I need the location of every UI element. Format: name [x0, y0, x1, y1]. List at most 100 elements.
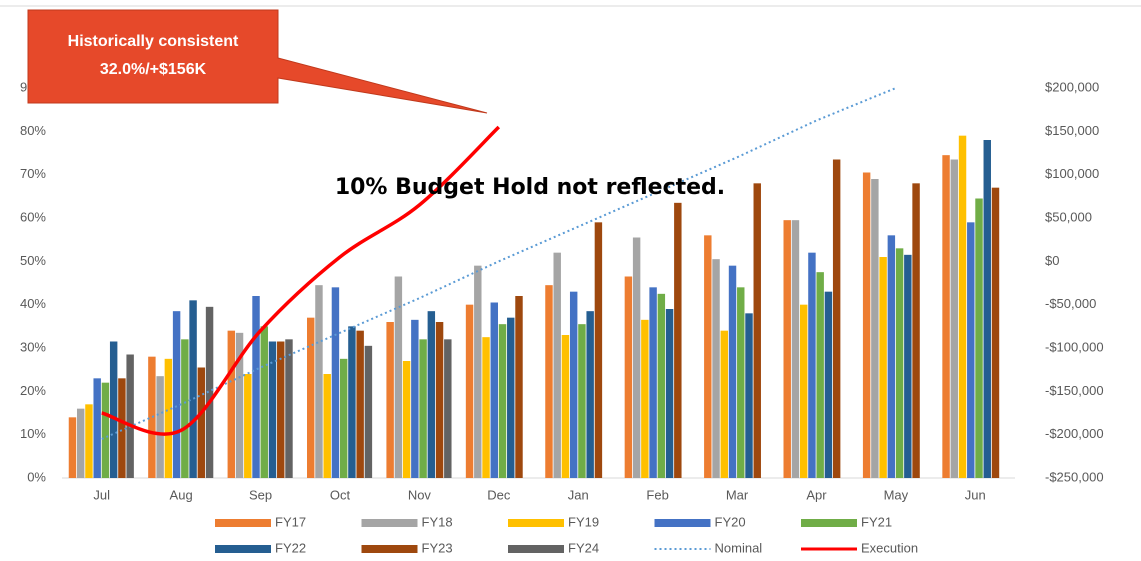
x-tick-label: Jan — [568, 487, 589, 502]
legend-marker — [361, 545, 418, 553]
y2-tick-label: -$150,000 — [1045, 383, 1104, 398]
y-tick-label: 40% — [20, 296, 46, 311]
y2-tick-label: $200,000 — [1045, 79, 1099, 94]
bar — [101, 382, 110, 478]
y-tick-label: 80% — [20, 123, 46, 138]
bar — [737, 287, 745, 478]
line-execution — [101, 125, 501, 436]
callout-text: Historically consistent — [68, 33, 239, 50]
bar — [791, 220, 800, 478]
bar — [879, 257, 887, 478]
x-tick-label: Jun — [965, 487, 986, 502]
x-tick-label: Sep — [249, 487, 272, 502]
y2-tick-label: -$100,000 — [1045, 339, 1104, 354]
bar — [561, 335, 570, 478]
bar — [482, 337, 490, 478]
legend-marker — [508, 545, 564, 553]
bar — [862, 172, 871, 478]
bar — [235, 332, 244, 478]
bar — [172, 311, 181, 478]
bar — [285, 339, 293, 478]
bar — [315, 285, 323, 478]
bar — [553, 252, 561, 478]
legend-label: Execution — [861, 540, 918, 555]
bar — [991, 187, 1000, 478]
bar — [148, 356, 156, 478]
x-tick-label: Apr — [806, 487, 827, 502]
bar — [126, 354, 134, 478]
bar — [189, 300, 197, 478]
bar — [394, 276, 403, 478]
bar — [244, 374, 252, 478]
x-tick-label: Jul — [93, 487, 110, 502]
y-tick-label: 70% — [20, 166, 46, 181]
legend-marker — [801, 519, 857, 527]
legend-marker — [215, 545, 271, 553]
legend-label: FY24 — [568, 540, 599, 555]
bar — [624, 276, 633, 478]
y2-tick-label: -$50,000 — [1045, 296, 1096, 311]
bar — [419, 339, 427, 478]
x-tick-label: Mar — [726, 487, 749, 502]
bar — [895, 248, 904, 478]
x-tick-label: Dec — [487, 487, 511, 502]
bar — [427, 311, 436, 478]
bar — [975, 198, 983, 478]
legend-label: FY19 — [568, 514, 599, 529]
bar — [887, 235, 896, 478]
bar — [745, 313, 753, 478]
bar — [816, 272, 824, 478]
bar — [444, 339, 452, 478]
callout-text: 32.0%/+$156K — [100, 61, 207, 78]
bar — [402, 361, 411, 478]
bar — [435, 322, 444, 478]
bar — [950, 159, 959, 478]
bar — [205, 306, 214, 478]
bar — [594, 222, 603, 478]
bar — [76, 408, 85, 478]
bar — [720, 330, 729, 478]
bar — [118, 378, 126, 478]
bar — [632, 237, 641, 478]
bar — [712, 259, 720, 478]
y-tick-label: 0% — [27, 469, 46, 484]
bar — [783, 220, 791, 478]
y2-tick-label: $100,000 — [1045, 166, 1099, 181]
legend-label: FY23 — [422, 540, 453, 555]
legend-label: FY18 — [422, 514, 453, 529]
legend-marker — [215, 519, 271, 527]
bar — [348, 326, 356, 478]
x-tick-label: Nov — [408, 487, 432, 502]
x-tick-label: Feb — [646, 487, 668, 502]
bar — [498, 324, 507, 478]
x-tick-label: May — [884, 487, 909, 502]
bar — [331, 287, 340, 478]
bar — [268, 341, 277, 478]
y-tick-label: 10% — [20, 426, 46, 441]
y2-tick-label: $50,000 — [1045, 209, 1092, 224]
bar — [277, 341, 285, 478]
x-tick-label: Aug — [170, 487, 193, 502]
legend-marker — [508, 519, 564, 527]
bar — [832, 159, 841, 478]
legend-label: FY20 — [715, 514, 746, 529]
y2-tick-label: -$250,000 — [1045, 469, 1104, 484]
legend-label: Nominal — [715, 540, 763, 555]
bar — [578, 324, 586, 478]
bar — [808, 252, 816, 478]
bar — [904, 254, 912, 478]
bar — [411, 319, 419, 478]
bar — [85, 404, 93, 478]
y-tick-label: 20% — [20, 383, 46, 398]
y-tick-label: 60% — [20, 209, 46, 224]
bar — [569, 291, 578, 478]
bar — [260, 326, 268, 478]
bar — [164, 358, 173, 478]
bar — [753, 183, 761, 479]
bar — [641, 319, 649, 478]
bar — [657, 293, 666, 478]
bar — [912, 183, 920, 479]
legend-label: FY21 — [861, 514, 892, 529]
bar — [227, 330, 236, 478]
